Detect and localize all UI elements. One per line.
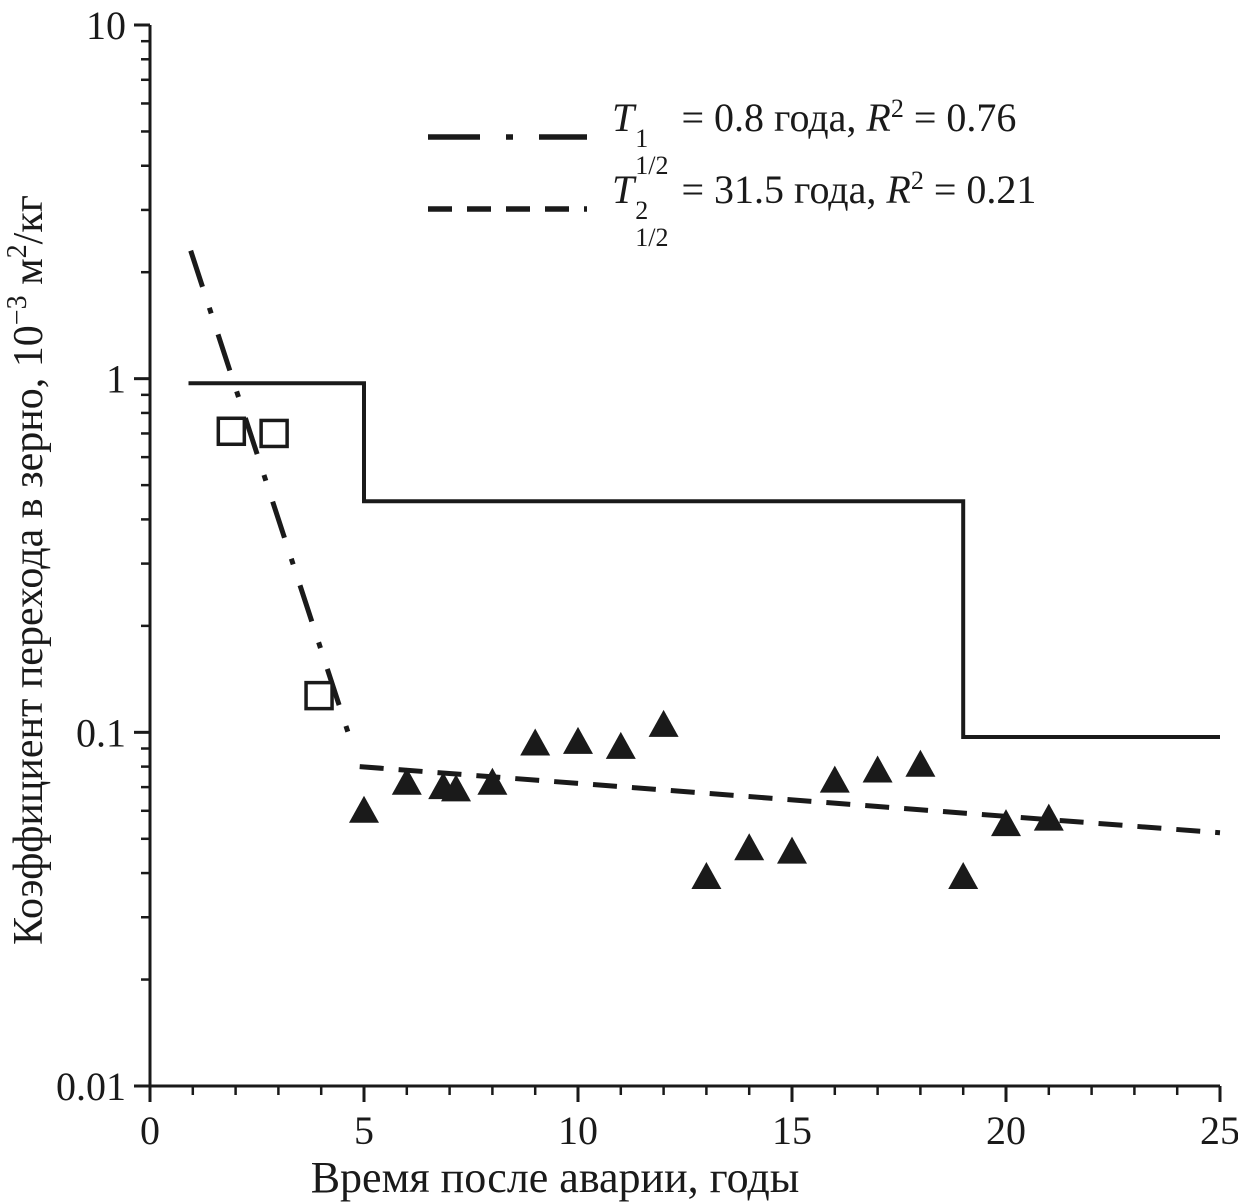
legend-2-R-sup: 2	[910, 166, 924, 196]
filled-triangle-marker	[734, 833, 765, 861]
filled-triangle-marker	[605, 731, 636, 759]
legend-2-T-indices: 2 1/2	[635, 198, 668, 251]
legend-2-equation: = 31.5 года,	[671, 167, 887, 213]
x-tick-label: 15	[772, 1108, 812, 1153]
step-reference-line	[188, 381, 1220, 739]
y-tick-label: 10	[86, 3, 126, 48]
legend-1-T-indices: 1 1/2	[635, 126, 668, 179]
dashed-line-sample	[428, 206, 587, 212]
filled-triangle-marker	[991, 809, 1021, 837]
chart-legend: T 1 1/2 = 0.8 года, R2 = 0.76 T 2 1/2 = 31.5…	[425, 95, 1036, 251]
filled-triangle-marker	[520, 728, 551, 756]
open-square-marker	[304, 680, 334, 711]
y-tick-label: 0.1	[76, 710, 126, 755]
legend-entry-1: T 1 1/2 = 0.8 года, R2 = 0.76	[425, 95, 1036, 179]
filled-triangle-marker	[441, 774, 472, 802]
legend-2-T-sub: 1/2	[635, 223, 669, 252]
legend-label-1: T 1 1/2 = 0.8 года, R2 = 0.76	[612, 94, 1016, 179]
filled-triangle-marker	[648, 709, 679, 737]
dashdot-line-sample	[428, 134, 587, 140]
filled-triangle-marker	[563, 726, 593, 754]
y-tick-label: 1	[106, 357, 126, 402]
filled-triangle-marker	[477, 767, 508, 795]
filled-triangle-marker	[691, 861, 722, 889]
y-tick-label: 0.01	[56, 1064, 126, 1109]
legend-1-T-sub: 1/2	[635, 151, 669, 180]
x-tick-label: 20	[986, 1108, 1026, 1153]
y-axis-title: Коэффициент перехода в зерно, 10−3 м2/кг	[2, 195, 52, 945]
x-tick-label: 5	[354, 1108, 374, 1153]
legend-2-R-value: = 0.21	[923, 167, 1037, 213]
legend-2-T-sup: 2	[635, 196, 649, 226]
fit-line-T2-dashed	[359, 764, 1221, 836]
filled-triangle-marker	[948, 861, 979, 889]
filled-triangle-marker	[777, 836, 807, 864]
x-tick-label: 0	[140, 1108, 160, 1153]
legend-label-2: T 2 1/2 = 31.5 года, R2 = 0.21	[612, 166, 1036, 251]
x-tick-label: 25	[1200, 1108, 1238, 1153]
filled-triangle-marker	[349, 795, 379, 823]
fit-line-T1-dashdot	[188, 249, 356, 750]
legend-2-T-symbol: T	[612, 167, 635, 213]
open-square-marker	[216, 416, 247, 447]
filled-triangle-marker	[862, 755, 893, 783]
filled-triangle-marker	[1033, 803, 1064, 831]
filled-triangle-marker	[819, 765, 850, 793]
open-square-marker	[259, 418, 289, 449]
legend-1-R-sup: 2	[890, 94, 904, 124]
legend-2-R-symbol: R	[886, 167, 911, 213]
legend-1-equation: = 0.8 года,	[671, 95, 867, 141]
filled-triangle-marker	[391, 767, 422, 795]
legend-1-R-value: = 0.76	[903, 95, 1017, 141]
legend-1-R-symbol: R	[866, 95, 891, 141]
filled-triangle-marker	[905, 749, 936, 777]
x-tick-label: 10	[558, 1108, 598, 1153]
legend-entry-2: T 2 1/2 = 31.5 года, R2 = 0.21	[425, 167, 1036, 251]
legend-1-T-symbol: T	[612, 95, 635, 141]
legend-1-T-sup: 1	[635, 124, 649, 154]
x-axis-title: Время после аварии, годы	[311, 1153, 800, 1202]
